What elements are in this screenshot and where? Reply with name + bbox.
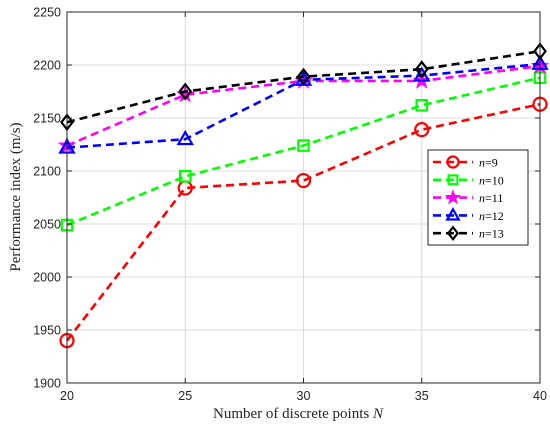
x-tick-label: 20	[60, 389, 74, 403]
legend-entry: n=11	[433, 189, 503, 205]
x-tick-label: 35	[415, 389, 429, 403]
star-marker	[445, 189, 461, 205]
y-tick-label: 2000	[33, 271, 61, 285]
x-axis-title: Number of discrete points N	[213, 406, 384, 422]
circle-marker	[295, 172, 312, 189]
x-tick-label: 25	[178, 389, 192, 403]
triangle-marker	[445, 207, 461, 221]
diamond-marker	[296, 67, 311, 86]
data-series	[57, 42, 550, 349]
y-tick-label: 2050	[33, 218, 61, 232]
square-marker	[178, 170, 192, 183]
y-tick-label: 2200	[33, 59, 61, 73]
legend-label: n=13	[479, 227, 504, 241]
legend-label: n=11	[479, 191, 503, 205]
legend-label: n=10	[479, 173, 504, 187]
legend-entry: n=12	[433, 207, 504, 223]
triangle-marker	[413, 66, 431, 82]
diamond-marker	[414, 60, 429, 79]
square-marker	[415, 98, 429, 112]
series-line	[66, 62, 541, 149]
y-tick-label: 2100	[33, 165, 61, 179]
circle-marker	[414, 122, 430, 138]
y-tick-label: 2150	[33, 112, 61, 126]
x-tick-label: 30	[297, 389, 311, 403]
axis-ticks: 20 25 30 35 40 1900 1950 2000 2050 2100 2150 2200 22…	[33, 6, 547, 404]
y-tick-label: 2250	[33, 6, 61, 20]
legend-entry: n=9	[433, 155, 498, 170]
y-tick-label: 1950	[33, 324, 61, 338]
circle-marker	[446, 155, 460, 169]
legend-label: n=9	[479, 156, 498, 170]
triangle-marker	[176, 129, 194, 146]
series-line	[66, 49, 541, 124]
legend-entry: n=13	[433, 225, 504, 242]
legend-entry: n=10	[433, 173, 504, 187]
y-axis-title: Performance index (m/s)	[8, 122, 24, 271]
series-line	[66, 76, 541, 227]
square-marker	[297, 139, 310, 152]
legend-box	[427, 149, 529, 246]
y-tick-label: 1900	[33, 377, 61, 391]
diamond-marker	[446, 225, 460, 242]
legend: n=9 n=10 n=11 n=12 n=13	[427, 149, 529, 246]
diamond-marker	[178, 82, 193, 101]
legend-label: n=12	[479, 209, 504, 223]
square-marker	[447, 174, 459, 186]
x-tick-label: 40	[533, 389, 547, 403]
